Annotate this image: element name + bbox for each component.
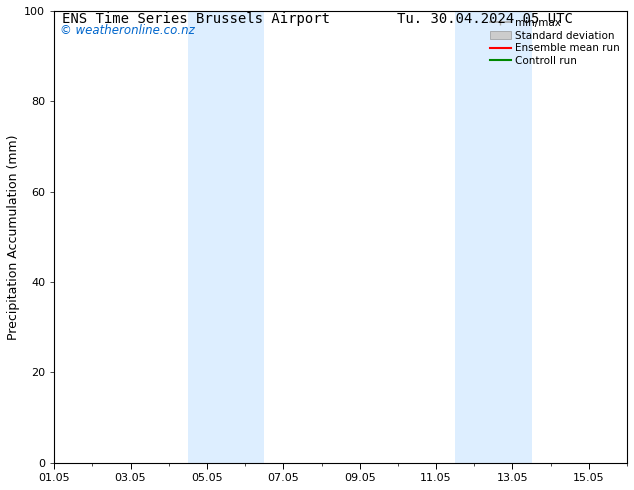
Legend: min/max, Standard deviation, Ensemble mean run, Controll run: min/max, Standard deviation, Ensemble me… xyxy=(488,16,622,68)
Text: ENS Time Series Brussels Airport        Tu. 30.04.2024 05 UTC: ENS Time Series Brussels Airport Tu. 30.… xyxy=(61,12,573,26)
Text: © weatheronline.co.nz: © weatheronline.co.nz xyxy=(60,24,195,38)
Bar xyxy=(455,11,531,463)
Y-axis label: Precipitation Accumulation (mm): Precipitation Accumulation (mm) xyxy=(7,134,20,340)
Bar xyxy=(188,11,264,463)
